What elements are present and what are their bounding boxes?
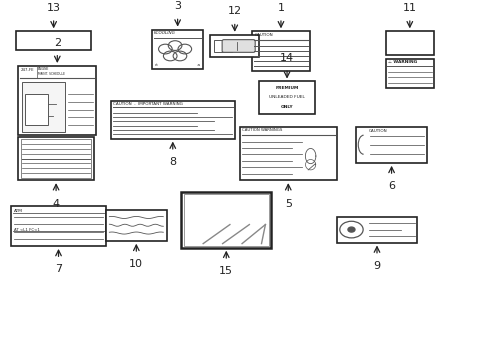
Bar xyxy=(16,31,91,50)
Bar xyxy=(19,66,96,135)
Bar xyxy=(251,31,309,71)
Text: 1: 1 xyxy=(277,3,284,13)
Bar xyxy=(11,206,106,246)
Text: PREMIUM: PREMIUM xyxy=(275,86,298,90)
Bar xyxy=(183,194,268,246)
Text: 5: 5 xyxy=(284,199,291,208)
Text: ⚠ WARNING: ⚠ WARNING xyxy=(387,60,416,64)
Bar xyxy=(356,126,426,163)
Text: ENGINE
MAINT. SCHEDULE: ENGINE MAINT. SCHEDULE xyxy=(38,67,65,76)
Bar xyxy=(259,81,314,114)
Text: -a: -a xyxy=(196,63,201,67)
Text: 12: 12 xyxy=(227,6,242,16)
Bar xyxy=(239,126,336,180)
Text: 15: 15 xyxy=(219,266,233,276)
Bar xyxy=(19,137,94,180)
Text: CAUTION: CAUTION xyxy=(368,129,386,133)
Text: CAUTION: CAUTION xyxy=(254,33,273,37)
Bar xyxy=(111,100,234,139)
Text: 4: 4 xyxy=(52,199,60,208)
Text: 9: 9 xyxy=(373,261,380,271)
Bar xyxy=(210,35,259,57)
FancyBboxPatch shape xyxy=(222,40,255,52)
Text: 13: 13 xyxy=(46,3,61,13)
Bar xyxy=(336,217,416,243)
Bar xyxy=(385,31,433,55)
Text: 7: 7 xyxy=(55,264,62,274)
Text: UNLEADED FUEL: UNLEADED FUEL xyxy=(268,95,305,99)
Text: ATM: ATM xyxy=(14,209,23,213)
Text: 8: 8 xyxy=(169,157,176,167)
Bar xyxy=(181,192,271,248)
Circle shape xyxy=(347,227,354,232)
Text: CAUTION  -  IMPORTANT WARNING: CAUTION - IMPORTANT WARNING xyxy=(113,102,183,106)
Bar xyxy=(385,59,433,89)
Text: KCOOLING: KCOOLING xyxy=(154,31,176,35)
Text: CAUTION WARNINGS: CAUTION WARNINGS xyxy=(241,127,282,131)
Bar xyxy=(214,40,231,52)
Text: 3: 3 xyxy=(174,1,181,11)
Text: AT <L1 FC<1: AT <L1 FC<1 xyxy=(14,228,40,232)
Text: ct: ct xyxy=(154,63,158,67)
Bar xyxy=(21,139,91,179)
Text: 10: 10 xyxy=(129,259,143,269)
Bar xyxy=(152,30,203,69)
Text: ONLY: ONLY xyxy=(280,104,293,108)
Text: 247-FE: 247-FE xyxy=(21,68,34,72)
Bar xyxy=(106,210,166,241)
Bar xyxy=(22,82,65,132)
Text: 2: 2 xyxy=(54,37,61,48)
Text: 6: 6 xyxy=(387,181,394,191)
Bar xyxy=(25,94,48,125)
Text: 14: 14 xyxy=(280,53,293,63)
Text: 11: 11 xyxy=(402,3,416,13)
